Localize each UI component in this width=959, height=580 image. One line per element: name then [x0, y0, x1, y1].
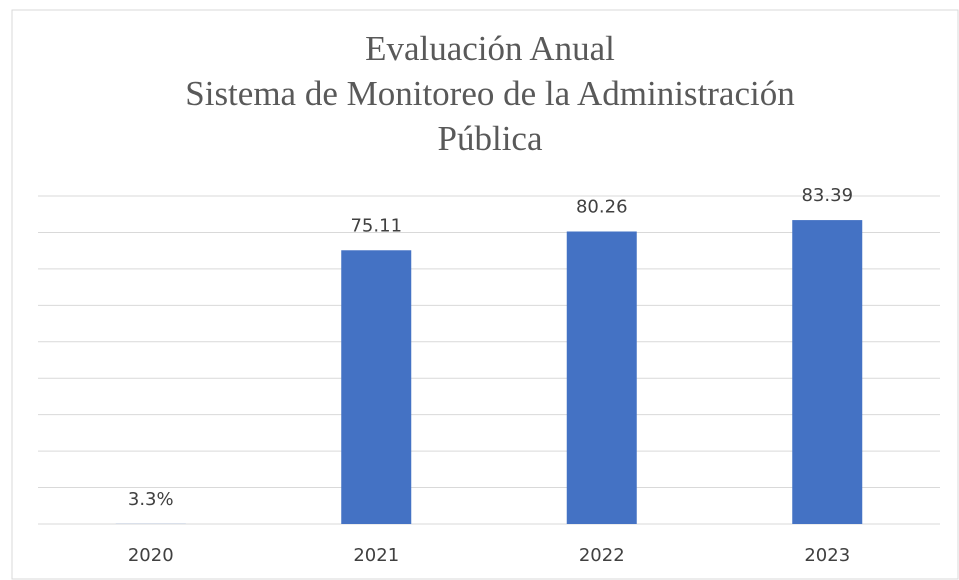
data-label: 80.26	[576, 196, 628, 217]
x-tick-label: 2021	[353, 545, 399, 566]
chart-title: Pública	[438, 119, 543, 158]
data-label: 83.39	[801, 185, 853, 206]
bar	[566, 231, 637, 524]
x-tick-label: 2022	[579, 545, 625, 566]
bar	[792, 220, 863, 524]
data-label: 75.11	[350, 215, 402, 236]
x-tick-label: 2020	[128, 545, 174, 566]
bar	[341, 250, 412, 524]
chart-title: Evaluación Anual	[365, 29, 615, 68]
data-label: 3.3%	[128, 489, 174, 510]
x-tick-label: 2023	[804, 545, 850, 566]
chart-title: Sistema de Monitoreo de la Administració…	[185, 74, 794, 113]
